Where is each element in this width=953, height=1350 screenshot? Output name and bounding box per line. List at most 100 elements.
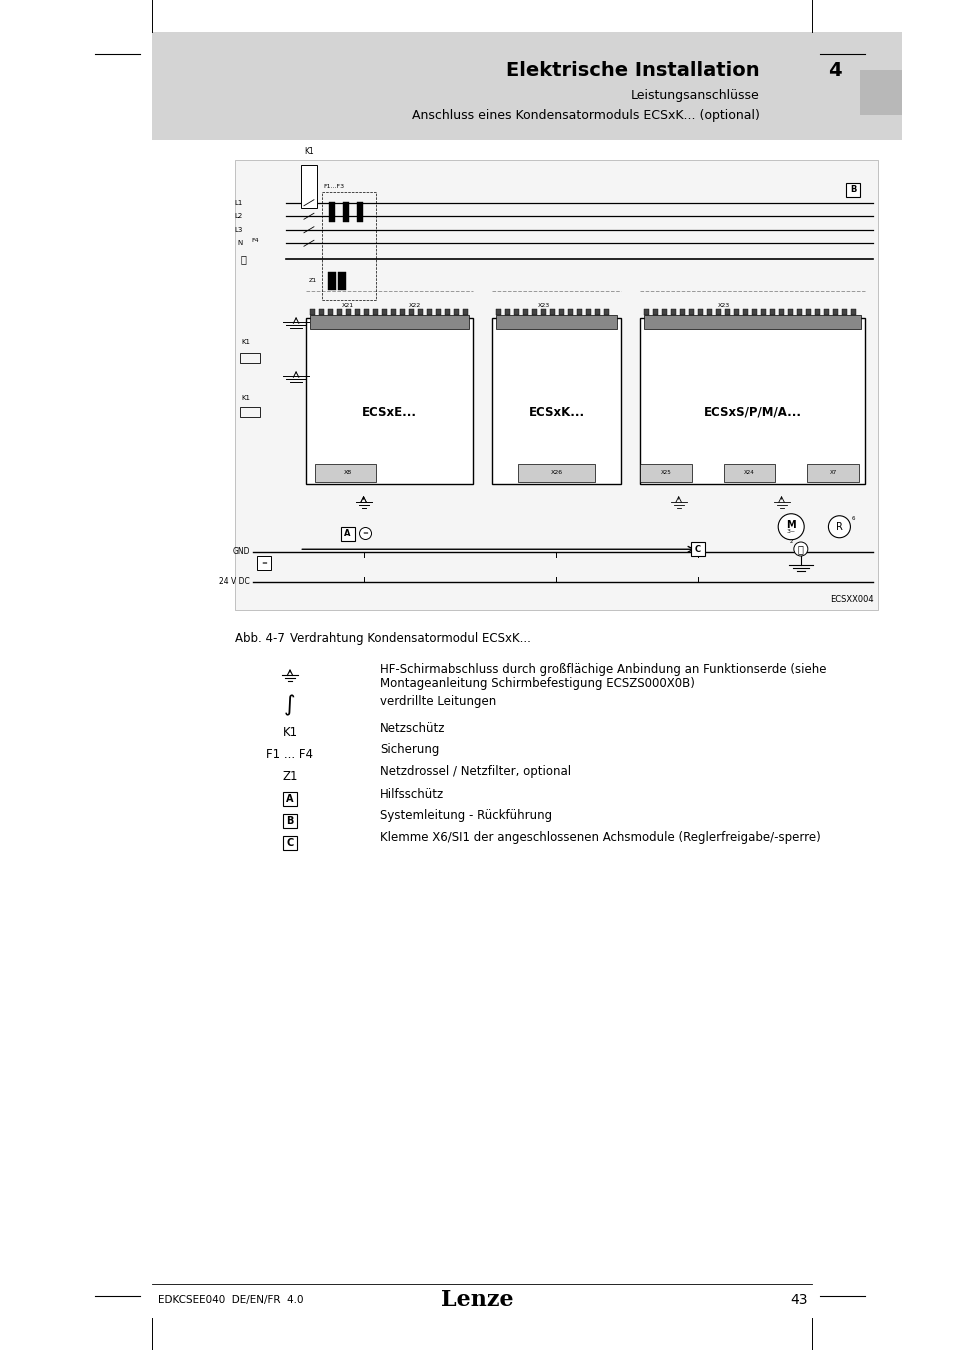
Bar bbox=[444, 309, 449, 316]
Bar bbox=[779, 309, 783, 316]
Text: X7: X7 bbox=[828, 470, 836, 475]
Text: Netzdrossel / Netzfilter, optional: Netzdrossel / Netzfilter, optional bbox=[379, 765, 571, 779]
Bar bbox=[462, 309, 467, 316]
Bar bbox=[814, 309, 820, 316]
Bar bbox=[845, 184, 859, 197]
Bar bbox=[152, 32, 901, 140]
Text: Lenze: Lenze bbox=[440, 1289, 513, 1311]
Bar bbox=[859, 70, 901, 115]
Bar bbox=[760, 309, 765, 316]
Text: L1: L1 bbox=[234, 200, 243, 205]
Bar bbox=[532, 309, 537, 316]
Text: N: N bbox=[237, 240, 243, 246]
Bar bbox=[690, 543, 704, 556]
Text: X8: X8 bbox=[343, 470, 352, 475]
Text: 24 V DC: 24 V DC bbox=[219, 578, 250, 586]
Bar bbox=[698, 309, 702, 316]
Text: ECSxS/P/M/A...: ECSxS/P/M/A... bbox=[703, 405, 801, 418]
Bar bbox=[716, 309, 720, 316]
Bar bbox=[496, 316, 617, 329]
Text: L2: L2 bbox=[234, 213, 243, 219]
Text: Leistungsanschlüsse: Leistungsanschlüsse bbox=[631, 89, 760, 101]
Text: =: = bbox=[362, 531, 368, 536]
Bar bbox=[283, 792, 296, 806]
Bar bbox=[454, 309, 458, 316]
Bar bbox=[496, 309, 500, 316]
Text: Klemme X6/SI1 der angeschlossenen Achsmodule (Reglerfreigabe/-sperre): Klemme X6/SI1 der angeschlossenen Achsmo… bbox=[379, 832, 820, 845]
Bar bbox=[769, 309, 774, 316]
Text: ∫: ∫ bbox=[284, 694, 295, 716]
Bar bbox=[733, 309, 739, 316]
Bar bbox=[639, 464, 691, 482]
Circle shape bbox=[778, 514, 803, 540]
Bar bbox=[342, 201, 349, 221]
Text: 6: 6 bbox=[851, 516, 854, 521]
Bar bbox=[373, 309, 377, 316]
Bar bbox=[315, 464, 376, 482]
Text: X21: X21 bbox=[341, 304, 354, 308]
Bar bbox=[329, 201, 335, 221]
Bar bbox=[603, 309, 609, 316]
Text: Hilfsschütz: Hilfsschütz bbox=[379, 787, 444, 801]
Bar bbox=[408, 309, 414, 316]
Text: =: = bbox=[261, 560, 267, 566]
Bar bbox=[595, 309, 599, 316]
Bar bbox=[283, 836, 296, 850]
Bar bbox=[787, 309, 792, 316]
Text: A: A bbox=[344, 529, 351, 539]
Text: K1: K1 bbox=[282, 726, 297, 740]
Bar bbox=[436, 309, 440, 316]
Text: R: R bbox=[835, 521, 841, 532]
Bar bbox=[568, 309, 573, 316]
Bar bbox=[540, 309, 546, 316]
Bar bbox=[751, 309, 757, 316]
Bar bbox=[505, 309, 510, 316]
Bar bbox=[340, 526, 355, 540]
Bar bbox=[841, 309, 846, 316]
Bar bbox=[823, 309, 828, 316]
Bar bbox=[706, 309, 711, 316]
Bar bbox=[742, 309, 747, 316]
Bar bbox=[283, 814, 296, 828]
Bar bbox=[514, 309, 518, 316]
Bar bbox=[723, 464, 774, 482]
Text: Z1: Z1 bbox=[309, 278, 316, 283]
Bar bbox=[363, 309, 369, 316]
Bar bbox=[832, 309, 838, 316]
Text: Systemleitung - Rückführung: Systemleitung - Rückführung bbox=[379, 810, 552, 822]
Text: verdrillte Leitungen: verdrillte Leitungen bbox=[379, 695, 496, 709]
Circle shape bbox=[827, 516, 849, 537]
Text: Montageanleitung Schirmbefestigung ECSZS000X0B): Montageanleitung Schirmbefestigung ECSZS… bbox=[379, 678, 694, 690]
Text: ECSxE...: ECSxE... bbox=[361, 405, 416, 418]
Text: A: A bbox=[286, 794, 294, 805]
Text: K1: K1 bbox=[241, 396, 250, 401]
Text: EDKCSEE040  DE/EN/FR  4.0: EDKCSEE040 DE/EN/FR 4.0 bbox=[158, 1295, 303, 1305]
Bar bbox=[670, 309, 676, 316]
Circle shape bbox=[359, 528, 371, 540]
Bar bbox=[806, 464, 858, 482]
Bar bbox=[310, 316, 469, 329]
Bar bbox=[724, 309, 729, 316]
Text: B: B bbox=[849, 185, 855, 194]
Bar bbox=[517, 464, 595, 482]
Text: Z1: Z1 bbox=[282, 771, 297, 783]
Bar bbox=[381, 309, 386, 316]
Text: F1...F3: F1...F3 bbox=[323, 185, 345, 189]
Bar bbox=[321, 192, 376, 300]
Bar bbox=[577, 309, 581, 316]
Bar bbox=[318, 309, 323, 316]
Bar bbox=[337, 271, 345, 289]
Bar bbox=[399, 309, 404, 316]
Bar bbox=[256, 556, 271, 570]
Text: Abb. 4-7: Abb. 4-7 bbox=[234, 632, 285, 645]
Text: L3: L3 bbox=[234, 227, 243, 232]
Text: GND: GND bbox=[233, 548, 250, 556]
Bar bbox=[805, 309, 810, 316]
Bar bbox=[550, 309, 555, 316]
Text: X24: X24 bbox=[743, 470, 754, 475]
Text: 4: 4 bbox=[827, 61, 841, 80]
Text: F1 ... F4: F1 ... F4 bbox=[266, 748, 314, 761]
Text: HF-Schirmabschluss durch großflächige Anbindung an Funktionserde (siehe: HF-Schirmabschluss durch großflächige An… bbox=[379, 663, 825, 676]
Bar bbox=[585, 309, 591, 316]
Bar bbox=[643, 316, 861, 329]
